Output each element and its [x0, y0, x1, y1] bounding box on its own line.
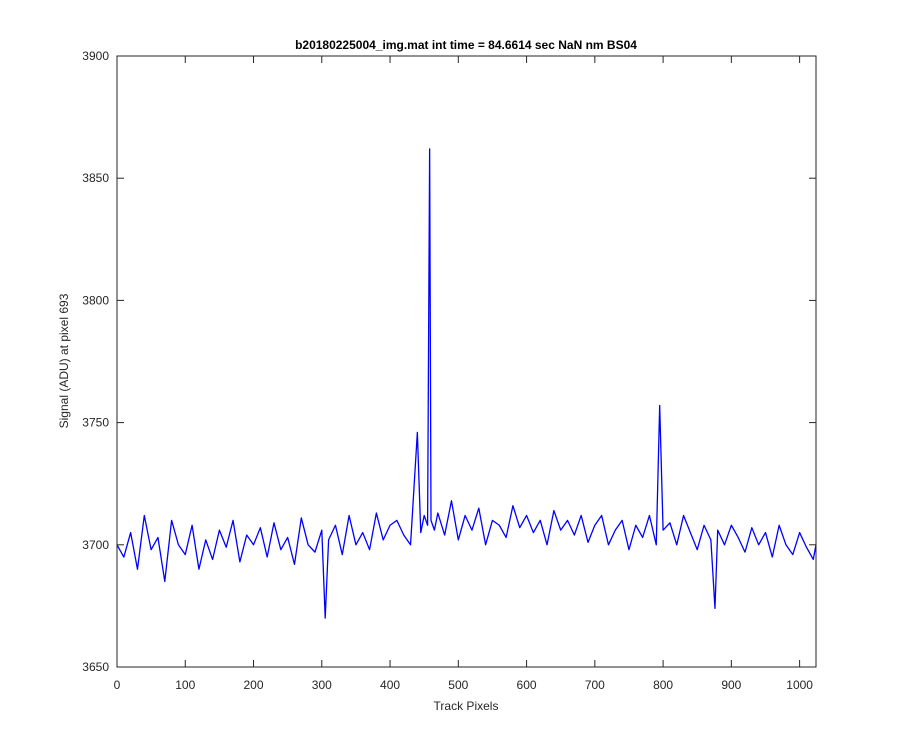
y-tick-label: 3800 [82, 293, 109, 307]
y-axis-ticks: 3650 3700 3750 3800 3850 3900 [82, 49, 816, 674]
x-tick-label: 400 [380, 678, 400, 692]
series-layer [116, 148, 817, 619]
x-tick-label: 300 [312, 678, 332, 692]
x-tick-label: 1000 [786, 678, 813, 692]
x-tick-label: 600 [517, 678, 537, 692]
x-tick-label: 0 [114, 678, 121, 692]
x-tick-label: 100 [175, 678, 195, 692]
y-axis-label: Signal (ADU) at pixel 693 [57, 293, 71, 428]
y-tick-label: 3650 [82, 660, 109, 674]
x-tick-label: 200 [244, 678, 264, 692]
x-axis-ticks: 0 100 200 300 400 500 600 700 800 900 1000 [114, 56, 813, 692]
x-axis-label: Track Pixels [434, 699, 499, 713]
y-tick-label: 3750 [82, 416, 109, 430]
plot-area [117, 56, 816, 667]
series-line-0 [116, 148, 817, 619]
y-tick-label: 3700 [82, 538, 109, 552]
y-tick-label: 3850 [82, 171, 109, 185]
x-tick-label: 500 [448, 678, 468, 692]
x-tick-label: 900 [721, 678, 741, 692]
x-tick-label: 800 [653, 678, 673, 692]
plot-frame [116, 55, 817, 668]
chart-title: b20180225004_img.mat int time = 84.6614 … [295, 38, 637, 52]
x-tick-label: 700 [585, 678, 605, 692]
y-tick-label: 3900 [82, 49, 109, 63]
